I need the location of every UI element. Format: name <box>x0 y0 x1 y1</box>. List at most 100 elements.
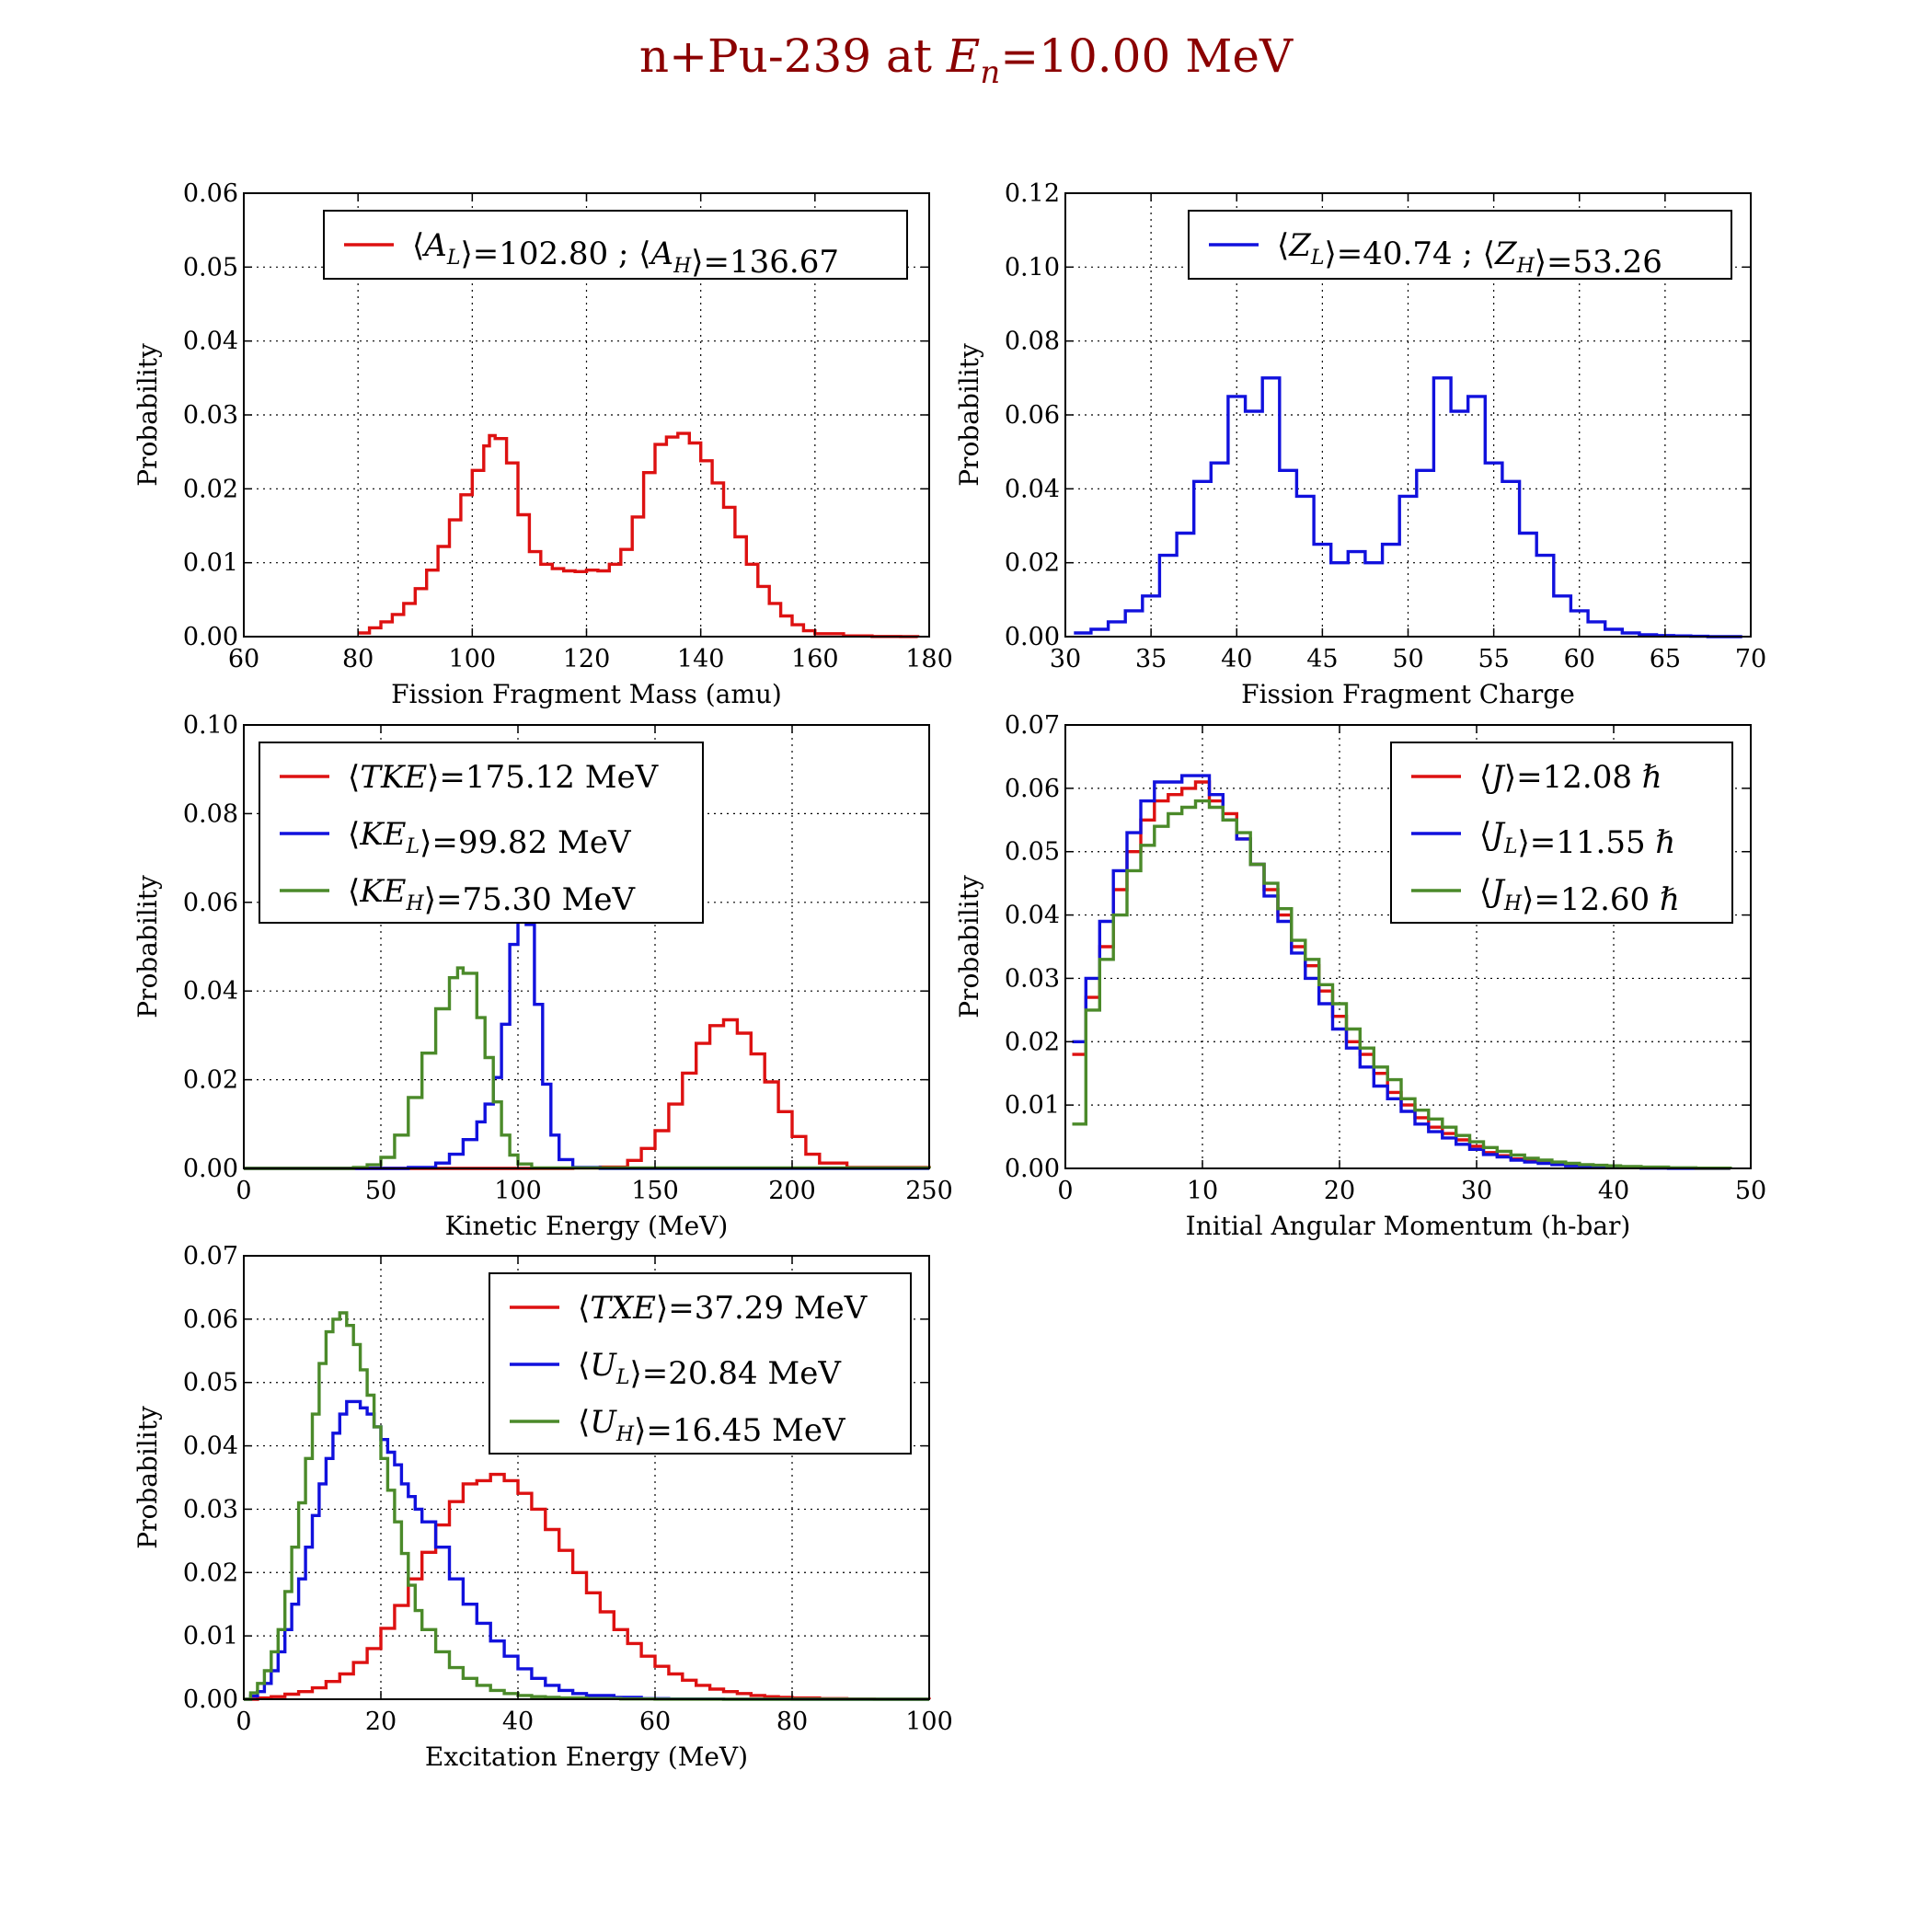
x-tick-label: 55 <box>1478 645 1509 673</box>
x-tick-label: 0 <box>1057 1177 1073 1205</box>
legend-entry: ⟨AL⟩=102.80 ; ⟨AH⟩=136.67 <box>412 227 839 281</box>
y-tick-label: 0.00 <box>183 623 238 651</box>
x-tick-label: 200 <box>768 1177 816 1205</box>
x-axis-label: Initial Angular Momentum (h-bar) <box>1186 1211 1631 1241</box>
x-tick-label: 60 <box>639 1708 671 1736</box>
y-tick-label: 0.06 <box>183 1305 238 1334</box>
y-tick-label: 0.03 <box>183 401 238 430</box>
x-tick-label: 60 <box>228 645 259 673</box>
y-tick-label: 0.10 <box>1005 253 1060 282</box>
x-tick-label: 40 <box>1598 1177 1629 1205</box>
y-tick-label: 0.12 <box>1005 179 1060 208</box>
x-tick-label: 35 <box>1135 645 1167 673</box>
legend: ⟨ZL⟩=40.74 ; ⟨ZH⟩=53.26 <box>1188 210 1732 281</box>
x-tick-label: 10 <box>1187 1177 1218 1205</box>
legend-entry: ⟨TKE⟩=175.12 MeV <box>348 759 660 796</box>
x-tick-label: 140 <box>677 645 725 673</box>
x-axis-label: Excitation Energy (MeV) <box>425 1742 748 1772</box>
legend-entry: ⟨TXE⟩=37.29 MeV <box>578 1290 868 1327</box>
legend-entry: ⟨KEL⟩=99.82 MeV <box>348 816 632 861</box>
legend-box <box>259 742 704 924</box>
y-tick-label: 0.00 <box>1005 1155 1060 1183</box>
y-axis-label: Probability <box>132 875 163 1018</box>
x-tick-label: 50 <box>365 1177 397 1205</box>
legend: ⟨TKE⟩=175.12 MeV ⟨KEL⟩=99.82 MeV ⟨KEH⟩=75.… <box>259 742 704 924</box>
y-tick-label: 0.01 <box>183 549 238 578</box>
x-tick-label: 80 <box>776 1708 808 1736</box>
y-tick-label: 0.05 <box>1005 838 1060 867</box>
series-line-kinetic-1 <box>244 896 929 1170</box>
x-tick-label: 80 <box>342 645 374 673</box>
x-tick-label: 45 <box>1306 645 1338 673</box>
legend: ⟨AL⟩=102.80 ; ⟨AH⟩=136.67 <box>323 210 908 281</box>
legend-box <box>323 210 908 280</box>
figure-title-subscript: n <box>980 54 1000 91</box>
y-tick-label: 0.10 <box>183 711 238 740</box>
legend-entry: ⟨KEH⟩=75.30 MeV <box>348 873 637 918</box>
y-tick-label: 0.07 <box>1005 711 1060 740</box>
y-axis-label: Probability <box>132 1406 163 1549</box>
y-tick-label: 0.02 <box>183 1066 238 1095</box>
legend: ⟨TXE⟩=37.29 MeV ⟨UL⟩=20.84 MeV ⟨UH⟩=16.45 … <box>489 1272 912 1455</box>
series-line-excitation-2 <box>244 1311 929 1701</box>
y-tick-label: 0.06 <box>183 179 238 208</box>
y-tick-label: 0.01 <box>1005 1091 1060 1120</box>
x-tick-label: 0 <box>236 1177 251 1205</box>
series-line-charge-0 <box>1074 376 1742 638</box>
y-tick-label: 0.03 <box>183 1495 238 1524</box>
y-tick-label: 0.04 <box>183 328 238 356</box>
x-tick-label: 100 <box>449 645 497 673</box>
series-line-mass-0 <box>358 431 920 638</box>
chart-mass: 60 80 100 120 140 160 180 0.00 0.01 0.02 0.03 0.04 0… <box>132 179 953 709</box>
legend-box <box>1188 210 1732 280</box>
y-tick-label: 0.00 <box>183 1685 238 1714</box>
y-tick-label: 0.05 <box>183 253 238 282</box>
y-tick-label: 0.08 <box>183 799 238 828</box>
x-tick-label: 50 <box>1392 645 1423 673</box>
figure-title-prefix: n+Pu-239 at <box>639 29 947 83</box>
y-tick-label: 0.04 <box>183 977 238 1006</box>
x-tick-label: 120 <box>563 645 611 673</box>
x-tick-label: 180 <box>905 645 953 673</box>
series-line-kinetic-0 <box>244 1018 931 1170</box>
y-tick-label: 0.04 <box>1005 475 1060 503</box>
y-tick-label: 0.04 <box>1005 902 1060 930</box>
x-tick-label: 250 <box>905 1177 953 1205</box>
x-tick-label: 160 <box>791 645 839 673</box>
y-tick-label: 0.08 <box>1005 328 1060 356</box>
series-line-excitation-0 <box>244 1472 931 1701</box>
y-tick-label: 0.02 <box>1005 1028 1060 1056</box>
x-tick-label: 100 <box>905 1708 953 1736</box>
chart-excitation: 0 20 40 60 80 100 0.00 0.01 0.02 0.03 0.04 0.05 0.06… <box>132 1242 953 1772</box>
legend-entry: ⟨UL⟩=20.84 MeV <box>578 1347 842 1392</box>
y-tick-label: 0.06 <box>1005 401 1060 430</box>
x-tick-label: 65 <box>1650 645 1681 673</box>
x-axis-label: Fission Fragment Mass (amu) <box>391 679 782 709</box>
x-tick-label: 100 <box>494 1177 542 1205</box>
chart-angular: 0 10 20 30 40 50 0.00 0.01 0.02 0.03 0.04 0.05 0.06 0… <box>954 711 1766 1241</box>
x-tick-label: 30 <box>1050 645 1081 673</box>
y-tick-label: 0.03 <box>1005 964 1060 993</box>
plot-frame <box>1064 724 1752 1169</box>
x-tick-label: 0 <box>236 1708 251 1736</box>
y-tick-label: 0.04 <box>183 1432 238 1461</box>
x-tick-label: 150 <box>631 1177 679 1205</box>
figure-title-suffix: =10.00 MeV <box>1000 29 1294 83</box>
chart-panels: 60 80 100 120 140 160 1800.000.010.020.030.040… <box>132 179 1766 1772</box>
legend: ⟨J⟩=12.08 ℏ ⟨JL⟩=11.55 ℏ ⟨JH⟩=12.60 ℏ <box>1390 742 1733 924</box>
y-tick-label: 0.02 <box>1005 549 1060 578</box>
chart-charge: 30 35 40 45 50 55 60 65 70 0.00 0.02 0.04 0.06 0.08 0.… <box>954 179 1766 709</box>
legend-entry: ⟨UH⟩=16.45 MeV <box>578 1404 846 1449</box>
x-axis-label: Kinetic Energy (MeV) <box>445 1211 729 1241</box>
series-line-angular-1 <box>1072 774 1732 1170</box>
legend-box <box>489 1272 912 1455</box>
x-axis-label: Fission Fragment Charge <box>1241 679 1575 709</box>
series-line-kinetic-2 <box>244 966 931 1170</box>
y-axis-label: Probability <box>132 343 163 487</box>
x-tick-label: 40 <box>1221 645 1252 673</box>
y-tick-label: 0.05 <box>183 1369 238 1397</box>
legend-entry: ⟨ZL⟩=40.74 ; ⟨ZH⟩=53.26 <box>1277 227 1662 281</box>
y-tick-label: 0.02 <box>183 1558 238 1587</box>
y-tick-label: 0.00 <box>1005 623 1060 651</box>
series-line-excitation-1 <box>244 1399 929 1701</box>
